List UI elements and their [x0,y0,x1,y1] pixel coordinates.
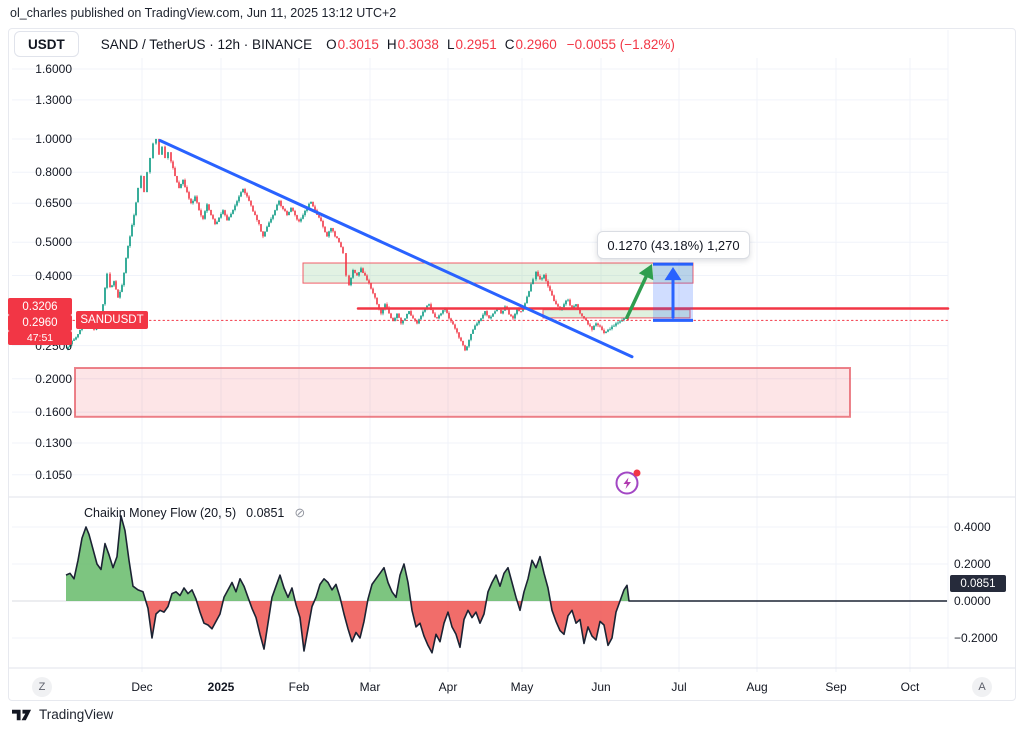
price-axis-label: 0.6500 [35,196,72,210]
tradingview-logo-icon [12,709,32,720]
flash-events-icon[interactable] [612,467,642,497]
symbol-price-badge: SANDUSDT [76,311,148,329]
time-axis-label: 2025 [207,680,235,694]
low-label: L [446,36,455,52]
price-axis-label: 0.2000 [35,372,72,386]
footer-brand[interactable]: TradingView [12,707,113,722]
scroll-left-button[interactable]: Z [32,677,52,697]
chart-card-border [8,28,1016,701]
countdown-badge: 47:51 [8,331,72,345]
time-axis-label: Aug [746,680,768,694]
currency-toggle-button[interactable]: USDT [14,31,79,57]
price-axis-label: 0.8000 [35,165,72,179]
attribution-text: ol_charles published on TradingView.com,… [10,6,397,20]
time-axis-label: Oct [900,680,920,694]
open-value: 0.3015 [337,36,379,52]
last-price-badge: 0.2960 [8,315,72,331]
resistance-price-badge: 0.3206 [8,298,72,315]
ohlc-readout: O 0.3015 H 0.3038 L 0.2951 C 0.2960 −0.0055 … [326,37,675,52]
time-axis-label: Sep [825,680,847,694]
time-axis-label: Jul [671,680,687,694]
scroll-right-button[interactable]: A [972,677,992,697]
time-axis-label: Feb [288,680,310,694]
price-axis-label: 1.3000 [35,93,72,107]
indicator-axis-label: 0.4000 [954,520,991,534]
brand-name: TradingView [39,707,114,722]
indicator-axis-label: 0.2000 [954,557,991,571]
indicator-value: 0.0851 [246,506,285,520]
price-axis-label: 1.6000 [35,62,72,76]
close-value: 0.2960 [515,36,557,52]
change-value: −0.0055 (−1.82%) [566,36,675,52]
indicator-value-badge: 0.0851 [950,575,1006,592]
hide-icon[interactable]: ⊘ [294,505,306,520]
high-value: 0.3038 [397,36,439,52]
indicator-axis-label: 0.0000 [954,594,991,608]
time-axis-label: Jun [591,680,611,694]
price-axis-label: 0.1050 [35,468,72,482]
time-axis-label: May [510,680,534,694]
low-value: 0.2951 [455,36,497,52]
indicator-title: Chaikin Money Flow (20, 5) [84,506,237,520]
price-axis-label: 0.5000 [35,235,72,249]
open-label: O [326,36,337,52]
time-axis-label: Apr [438,680,458,694]
indicator-axis-label: −0.2000 [954,631,998,645]
price-axis-label: 1.0000 [35,132,72,146]
symbol-title[interactable]: SAND / TetherUS · 12h · BINANCE [100,36,313,52]
chart-header: USDT SAND / TetherUS · 12h · BINANCE O 0.… [14,31,675,57]
high-label: H [386,36,397,52]
indicator-legend[interactable]: Chaikin Money Flow (20, 5) 0.0851 ⊘ [84,505,305,521]
close-label: C [504,36,515,52]
time-axis-label: Dec [131,680,153,694]
measure-tooltip: 0.1270 (43.18%) 1,270 [597,231,750,259]
price-axis-label: 0.1300 [35,436,72,450]
price-axis-label: 0.1600 [35,405,72,419]
price-axis-label: 0.4000 [35,269,72,283]
time-axis-label: Mar [359,680,381,694]
